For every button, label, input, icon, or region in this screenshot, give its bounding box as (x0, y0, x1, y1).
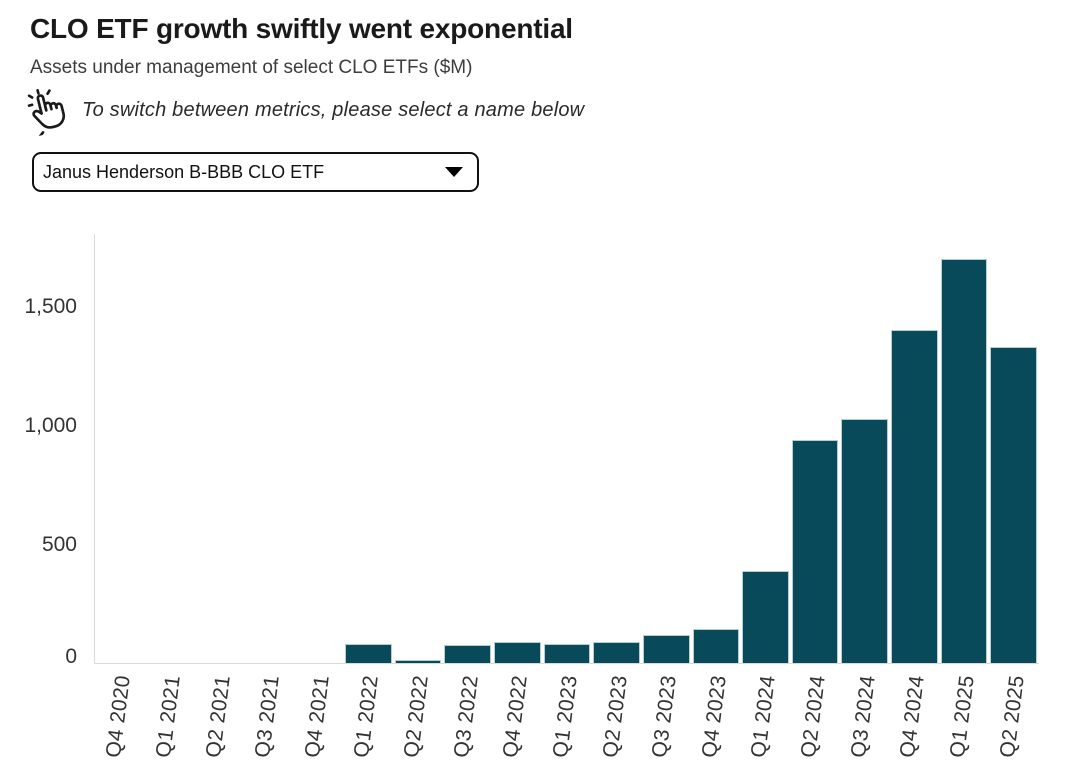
page-title: CLO ETF growth swiftly went exponential (30, 13, 573, 44)
x-label-column: Q4 2023 (692, 674, 739, 768)
bar-column (841, 234, 888, 663)
x-label-column: Q1 2024 (741, 674, 788, 768)
x-label-column: Q1 2022 (344, 674, 391, 768)
bar (891, 330, 938, 663)
bar (692, 628, 740, 663)
x-axis-label: Q3 2023 (648, 674, 682, 759)
bar-column (494, 234, 541, 663)
x-label-column: Q2 2024 (791, 674, 838, 768)
bar (841, 419, 888, 663)
page-subtitle: Assets under management of select CLO ET… (30, 57, 473, 78)
x-label-column: Q1 2025 (940, 674, 987, 768)
bar (494, 642, 541, 663)
bar (642, 635, 690, 663)
x-axis-label: Q2 2024 (796, 674, 830, 759)
bar-column (791, 234, 839, 663)
x-axis-label: Q4 2024 (896, 674, 930, 759)
bar-column (444, 234, 491, 663)
x-axis-label: Q1 2025 (945, 674, 979, 759)
x-labels: Q4 2020 Q1 2021 Q2 2021 Q3 2021 Q4 2021 Q1 20… (94, 674, 1038, 768)
x-axis-label: Q1 2021 (151, 674, 185, 759)
x-label-column: Q3 2023 (642, 674, 689, 768)
bar (742, 570, 789, 663)
bar-column (891, 234, 938, 663)
x-axis-label: Q3 2021 (251, 674, 285, 759)
x-axis-label: Q4 2022 (499, 674, 533, 759)
bar-column (246, 234, 293, 663)
bar-column (692, 234, 740, 663)
bar-column (742, 234, 789, 663)
x-axis-label: Q2 2021 (201, 674, 235, 759)
bar-column (990, 234, 1037, 663)
x-label-column: Q1 2023 (543, 674, 590, 768)
x-axis-label: Q2 2022 (399, 674, 433, 759)
x-label-column: Q4 2020 (96, 674, 143, 768)
bar (444, 644, 491, 663)
dropdown-caret-icon (445, 167, 463, 177)
x-axis-label: Q4 2023 (697, 674, 731, 759)
y-tick-label: 500 (41, 532, 77, 556)
etf-select-value: Janus Henderson B-BBB CLO ETF (43, 161, 325, 182)
bar-column (593, 234, 640, 663)
x-axis-label: Q2 2025 (995, 674, 1029, 759)
x-axis-label: Q4 2020 (102, 674, 136, 759)
bar (394, 660, 442, 663)
x-label-column: Q3 2021 (245, 674, 292, 768)
bar-column (642, 234, 690, 663)
x-label-column: Q2 2021 (195, 674, 242, 768)
x-label-column: Q4 2022 (493, 674, 540, 768)
bar (940, 259, 988, 663)
instruction-note: To switch between metrics, please select… (26, 86, 585, 138)
x-label-column: Q3 2024 (840, 674, 887, 768)
y-tick-label: 1,500 (24, 295, 77, 319)
bar-column (296, 234, 343, 663)
x-axis-label: Q1 2024 (747, 674, 781, 759)
x-label-column: Q1 2021 (146, 674, 193, 768)
x-label-column: Q2 2022 (394, 674, 441, 768)
bar-column (97, 234, 144, 663)
x-axis-label: Q2 2023 (598, 674, 632, 759)
bar-column (394, 234, 442, 663)
x-label-column: Q2 2025 (989, 674, 1036, 768)
x-label-column: Q3 2022 (443, 674, 490, 768)
bar-column (345, 234, 392, 663)
x-label-column: Q2 2023 (592, 674, 639, 768)
bar (990, 346, 1037, 663)
y-tick-label: 1,000 (24, 413, 77, 437)
plot-area (94, 234, 1039, 664)
bar (791, 440, 839, 663)
bar (593, 642, 640, 663)
x-axis-label: Q1 2023 (548, 674, 582, 759)
bars (95, 234, 1039, 663)
x-axis-label: Q3 2024 (846, 674, 880, 759)
bar-column (196, 234, 243, 663)
x-label-column: Q4 2021 (295, 674, 342, 768)
y-axis: 0 500 1,000 1,500 (0, 234, 85, 668)
y-tick-label: 0 (65, 645, 77, 669)
x-label-column: Q4 2024 (890, 674, 937, 768)
x-axis-label: Q4 2021 (300, 674, 334, 759)
instruction-note-text: To switch between metrics, please select… (82, 98, 585, 121)
bar-column (147, 234, 194, 663)
x-axis-label: Q1 2022 (350, 674, 384, 759)
bar-column (543, 234, 591, 663)
bar (543, 644, 591, 663)
x-axis-label: Q3 2022 (449, 674, 483, 759)
bar (345, 643, 392, 663)
tap-click-icon (21, 82, 75, 138)
bar-column (940, 234, 988, 663)
etf-select[interactable]: Janus Henderson B-BBB CLO ETF (32, 152, 479, 192)
